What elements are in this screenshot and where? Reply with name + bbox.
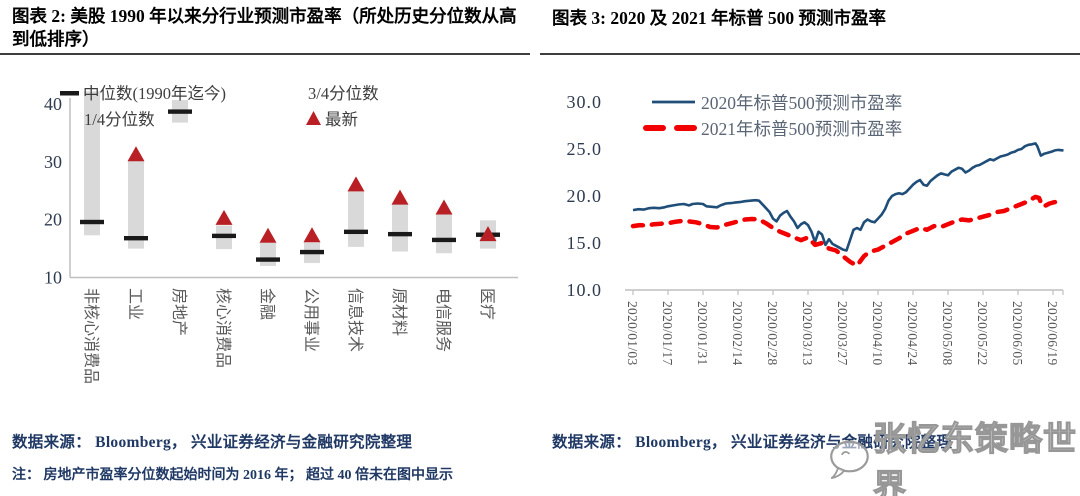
quartile-range-bar (392, 203, 408, 252)
median-dash (388, 231, 412, 237)
y-tick-label: 30 (44, 152, 62, 172)
quartile-range-bar (260, 242, 276, 266)
x-tick-label: 2020/01/31 (695, 301, 710, 366)
category-label: 房地产 (170, 288, 188, 336)
category-label: 核心消费品 (214, 288, 232, 368)
x-tick-label: 2020/01/03 (625, 301, 640, 366)
y-tick-label: 20 (44, 210, 62, 230)
x-tick-label: 2020/03/27 (835, 301, 850, 366)
latest-triangle (347, 176, 365, 192)
y-tick-label: 10.0 (567, 280, 603, 300)
median-dash (212, 233, 236, 239)
latest-triangle (259, 227, 277, 243)
median-dash (432, 237, 456, 243)
watermark-text: 张忆东策略世界 (872, 421, 1077, 496)
x-tick-label: 2020/02/14 (730, 301, 745, 366)
median-dash (80, 219, 104, 225)
figure3-line-chart: 2020/01/03 2020/01/17 2020/01/31 2020/02/14… (567, 92, 1066, 366)
category-label: 金融 (258, 288, 276, 320)
x-tick-label: 2020/06/19 (1045, 301, 1060, 366)
median-dash (256, 257, 280, 262)
category-label: 公用事业 (302, 288, 320, 352)
figure2-note: 注： 房地产市盈率分位数起始时间为 2016 年； 超过 40 倍未在图中显示 (12, 468, 453, 483)
latest-triangle (215, 209, 233, 225)
latest-triangle (303, 227, 321, 243)
x-tick-label: 2020/03/13 (800, 301, 815, 366)
figure3-title: 图表 3: 2020 及 2021 年标普 500 预测市盈率 (552, 8, 886, 28)
x-tick-label: 2020/02/28 (765, 301, 780, 366)
quartile-range-bar (84, 91, 100, 236)
median-dash (168, 109, 192, 114)
median-dash (344, 229, 368, 235)
category-label: 医疗 (478, 288, 496, 320)
figure2-title: 图表 2: 美股 1990 年以来分行业预测市盈率（所处历史分位数从高到低排序） (12, 6, 517, 49)
legend-label-latest: 最新 (325, 110, 358, 129)
category-label: 原材料 (390, 288, 408, 336)
legend-median-marker (60, 91, 79, 96)
x-tick-label: 2020/04/24 (905, 301, 920, 366)
legend-label-q3: 3/4分位数 (308, 84, 379, 103)
legend-label-2021: 2021年标普500预测市盈率 (701, 119, 902, 139)
category-label: 电信服务 (434, 288, 452, 352)
x-tick-label: 2020/05/22 (975, 301, 990, 366)
quartile-range-bar (128, 159, 144, 249)
category-label: 工业 (126, 288, 144, 320)
chat-bubble-icon (830, 440, 869, 480)
figure2-quartile-chart: 40 30 20 10 非核心消费品 工业 房地产 核心消费品 金融 公用事业 信息技术 原材料 电信服… (44, 84, 518, 384)
latest-triangle (391, 189, 409, 205)
category-label: 信息技术 (346, 288, 364, 352)
y-tick-label: 40 (44, 94, 62, 114)
quartile-range-bar (436, 213, 452, 254)
y-tick-label: 30.0 (567, 92, 603, 112)
latest-triangle (127, 146, 145, 162)
y-tick-label: 20.0 (567, 186, 603, 206)
median-dash (300, 249, 324, 255)
latest-triangle (479, 226, 497, 242)
series-line-2021 (630, 194, 1066, 268)
legend-label-median: 中位数(1990年迄今) (83, 84, 226, 103)
legend-label-2020: 2020年标普500预测市盈率 (701, 93, 902, 113)
x-tick-label: 2020/06/05 (1010, 301, 1025, 366)
series-line-2020 (632, 142, 1064, 252)
watermark: 张忆东策略世界 (826, 412, 1080, 496)
median-dash (124, 235, 148, 241)
y-tick-label: 15.0 (567, 233, 603, 253)
latest-triangle (435, 199, 453, 215)
quartile-range-bar (348, 190, 364, 247)
y-tick-label: 10 (44, 268, 62, 288)
legend-latest-marker (306, 111, 321, 125)
x-tick-label: 2020/05/08 (940, 301, 955, 366)
legend-label-q1: 1/4分位数 (84, 110, 155, 129)
y-tick-label: 25.0 (567, 139, 603, 159)
x-tick-label: 2020/01/17 (660, 301, 675, 366)
x-tick-label: 2020/04/10 (870, 301, 885, 366)
figure3-title-rule (540, 53, 1080, 55)
figure2-source: 数据来源： Bloomberg， 兴业证券经济与金融研究院整理 (12, 434, 413, 451)
figure2-title-rule (0, 53, 530, 55)
category-label: 非核心消费品 (82, 288, 100, 384)
